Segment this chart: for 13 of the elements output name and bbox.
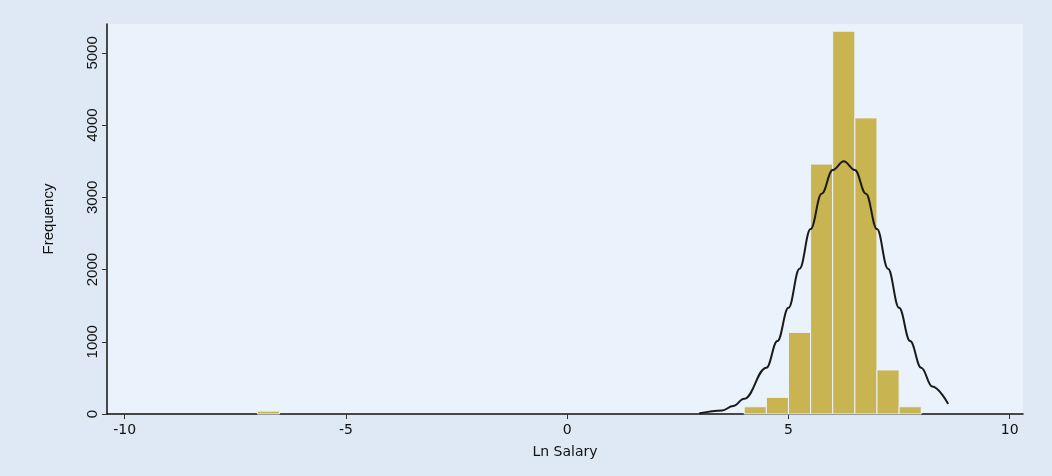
x-tick-label: 5 (784, 421, 793, 437)
x-tick-label: 10 (1000, 421, 1019, 437)
y-tick-label: 5000 (83, 36, 100, 70)
y-axis-title: Frequency (39, 183, 56, 255)
y-tick-label: 1000 (83, 325, 100, 359)
x-axis-title: Ln Salary (532, 443, 598, 459)
y-tick-label: 4000 (83, 108, 100, 142)
x-tick-label: -5 (338, 421, 353, 437)
y-tick-label: 0 (83, 409, 100, 419)
y-tick-label: 3000 (83, 180, 100, 215)
x-tick-label: -10 (113, 421, 137, 437)
y-tick-label: 2000 (83, 252, 100, 287)
x-tick-label: 0 (562, 421, 572, 437)
